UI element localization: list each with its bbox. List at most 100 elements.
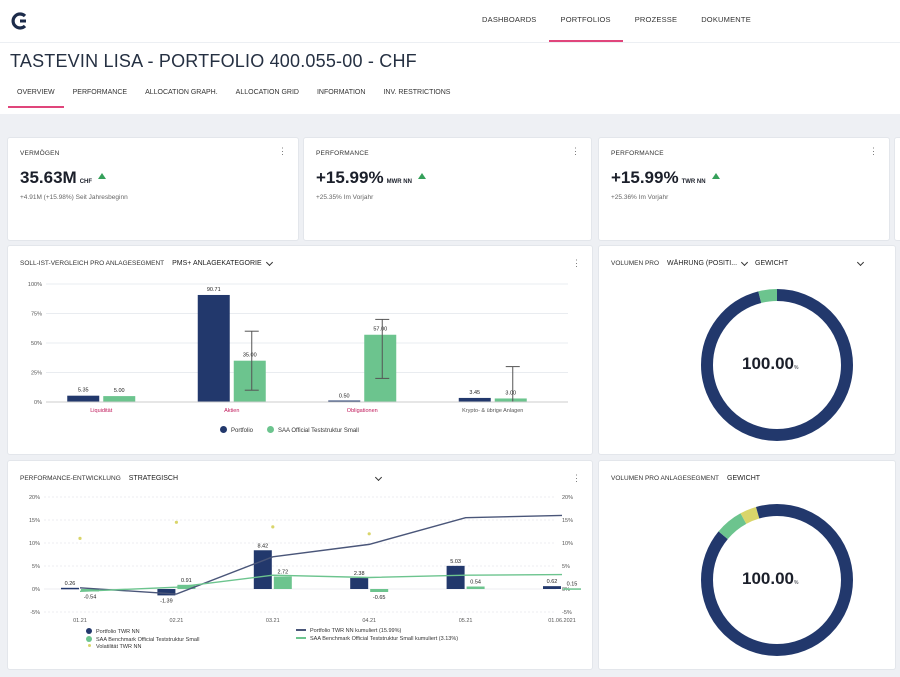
more-options-icon[interactable]: ⋮ — [572, 258, 581, 268]
more-options-icon[interactable]: ⋮ — [572, 473, 581, 483]
bar-portfolio-twr — [350, 578, 369, 589]
kpi-value: +15.99% TWR NN — [611, 168, 720, 188]
kpi-label: PERFORMANCE — [611, 150, 664, 157]
legend-swatch — [220, 426, 227, 433]
kpi-value: 35.63M CHF — [20, 168, 107, 188]
tab-inv-restrictions[interactable]: INV. RESTRICTIONS — [383, 89, 451, 96]
page-title: TASTEVIN LISA - PORTFOLIO 400.055-00 - C… — [10, 51, 417, 71]
more-options-icon[interactable]: ⋮ — [571, 146, 580, 156]
bar-saa — [494, 398, 527, 402]
line-portfolio-cumulative — [79, 514, 563, 595]
soll-ist-chart: 0% 25% 50% 75% 100% 5.35 5.00 Liquidität 90.71 35… — [28, 282, 568, 414]
trend-up-icon — [417, 173, 426, 179]
currency-selector[interactable]: WÄHRUNG (POSITI... — [667, 260, 738, 267]
data-label: 2.72 — [277, 569, 288, 575]
data-label: 57.00 — [373, 327, 387, 333]
donut-slice — [701, 504, 853, 656]
tab-information[interactable]: INFORMATION — [316, 89, 366, 96]
data-label: 0.54 — [470, 580, 481, 586]
legend-swatch — [267, 426, 275, 433]
nav-dokumente[interactable]: DOKUMENTE — [701, 15, 751, 24]
tab-overview[interactable]: OVERVIEW — [8, 83, 64, 108]
x-tick-label: 01.06.2021 — [548, 618, 576, 624]
tab-allocation-grid[interactable]: ALLOCATION GRID — [235, 89, 299, 96]
legend-item[interactable]: Portfolio TWR NN — [86, 628, 296, 635]
kpi-card-performance-twr: PERFORMANCE ⋮ +15.99% TWR NN +25.36% Im V… — [599, 138, 889, 240]
card-title: VOLUMEN PRO ANLAGESEGMENT — [611, 475, 719, 482]
bar-portfolio-twr — [61, 587, 79, 590]
y-tick-label-left: 20% — [29, 495, 40, 501]
volumen-segment-donut — [701, 504, 853, 656]
tab-allocation-graph[interactable]: ALLOCATION GRAPH. — [145, 89, 218, 96]
x-category-label: Obligationen — [347, 408, 378, 414]
bar-portfolio-twr — [253, 550, 272, 589]
donut-center-value: 100.00% — [742, 569, 799, 588]
legend-item[interactable]: SAA Benchmark Official Teststruktur Smal… — [296, 636, 536, 643]
bar-saa-benchmark — [273, 576, 292, 589]
bar-portfolio — [458, 397, 491, 402]
tab-performance[interactable]: PERFORMANCE — [72, 89, 128, 96]
weight-selector[interactable]: GEWICHT — [727, 475, 761, 482]
x-tick-label: 01.21 — [73, 618, 87, 624]
top-navigation-bar: DASHBOARDS PORTFOLIOS PROZESSE DOKUMENTE — [0, 0, 900, 42]
x-category-label: Aktien — [224, 408, 239, 414]
bar-saa-benchmark — [370, 589, 389, 592]
x-tick-label: 02.21 — [170, 618, 184, 624]
kpi-unit: MWR NN — [386, 179, 412, 185]
data-label: 5.00 — [114, 388, 125, 394]
kpi-subtext: +25.35% Im Vorjahr — [316, 194, 374, 201]
y-tick-label-left: 10% — [29, 541, 40, 547]
performance-legend: Portfolio TWR NN Portfolio TWR NN kumuli… — [86, 628, 536, 650]
category-selector[interactable]: PMS+ ANLAGEKATEGORIE — [172, 260, 262, 267]
more-options-icon[interactable]: ⋮ — [869, 146, 878, 156]
y-tick-label-right: -5% — [562, 610, 572, 616]
nav-prozesse[interactable]: PROZESSE — [634, 15, 678, 24]
legend-item-saa[interactable]: SAA Official Teststruktur Small — [267, 426, 359, 434]
company-logo[interactable] — [10, 11, 30, 31]
bar-portfolio — [197, 294, 230, 402]
y-tick-label: 100% — [28, 282, 42, 288]
nav-dashboards[interactable]: DASHBOARDS — [482, 15, 537, 24]
bar-saa — [103, 396, 136, 402]
card-header: VOLUMEN PRO ANLAGESEGMENT GEWICHT — [611, 475, 760, 482]
volatility-point — [78, 536, 82, 540]
bar-portfolio-twr — [157, 589, 176, 596]
legend-item[interactable]: Portfolio TWR NN kumuliert (15.99%) — [296, 628, 536, 635]
strategy-selector[interactable]: STRATEGISCH — [128, 475, 179, 482]
chevron-down-icon[interactable] — [265, 258, 273, 266]
y-tick-label: 50% — [31, 341, 42, 347]
y-tick-label-right: 0% — [562, 587, 570, 593]
kpi-subtext: +4.91M (+15.98%) Seit Jahresbeginn — [20, 194, 128, 201]
legend-item-portfolio[interactable]: Portfolio — [220, 426, 253, 434]
performance-chart: -5% -5% 0% 0% 5% 5% 10% 10% 15% 15% 20% 20% 01.21 02.… — [29, 495, 581, 624]
volatility-point — [367, 532, 371, 536]
portfolio-tabs: OVERVIEW PERFORMANCE ALLOCATION GRAPH. A… — [8, 83, 459, 108]
soll-ist-legend: Portfolio SAA Official Teststruktur Smal… — [220, 426, 359, 434]
legend-item[interactable]: SAA Benchmark Official Teststruktur Smal… — [86, 636, 296, 643]
chevron-down-icon[interactable] — [857, 258, 865, 266]
nav-portfolios[interactable]: PORTFOLIOS — [548, 0, 623, 42]
volatility-point — [271, 525, 275, 529]
data-label: 3.45 — [469, 390, 480, 396]
y-tick-label-left: -5% — [30, 610, 40, 616]
bar-saa — [233, 360, 266, 402]
kpi-card-performance-mwr: PERFORMANCE ⋮ +15.99% MWR NN +25.35% Im V… — [304, 138, 591, 240]
data-label: 2.38 — [354, 571, 365, 577]
bar-portfolio — [67, 395, 100, 402]
y-tick-label-left: 5% — [32, 564, 40, 570]
volatility-point — [174, 520, 178, 524]
kpi-card-vermoegen: VERMÖGEN ⋮ 35.63M CHF +4.91M (+15.98%) Se… — [8, 138, 298, 240]
legend-item[interactable]: Volatilität TWR NN — [86, 644, 296, 650]
data-label: 8.42 — [257, 543, 268, 549]
data-label: 0.62 — [547, 579, 558, 585]
more-options-icon[interactable]: ⋮ — [278, 146, 287, 156]
card-title: VOLUMEN PRO — [611, 260, 660, 267]
data-label: -0.65 — [373, 595, 386, 601]
chevron-down-icon[interactable] — [374, 473, 383, 481]
y-tick-label-right: 15% — [562, 518, 573, 524]
chevron-down-icon[interactable] — [741, 258, 749, 266]
card-header: PERFORMANCE-ENTWICKLUNG STRATEGISCH — [20, 473, 383, 482]
y-tick-label-left: 15% — [29, 518, 40, 524]
weight-selector[interactable]: GEWICHT — [755, 260, 789, 267]
card-title: PERFORMANCE-ENTWICKLUNG — [20, 475, 121, 482]
